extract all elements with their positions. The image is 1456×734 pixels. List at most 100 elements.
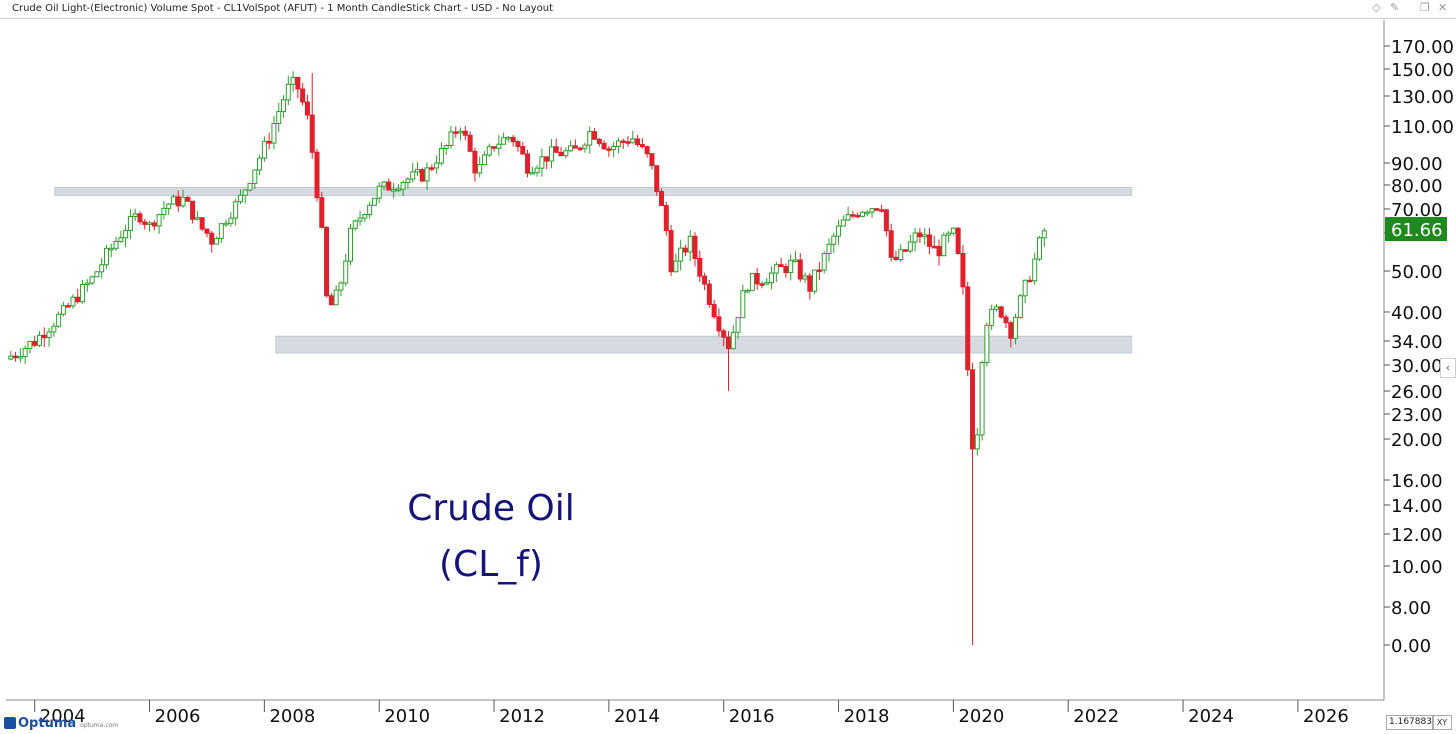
candle-down (721, 330, 727, 338)
time-tick-label: 2010 (384, 706, 430, 727)
price-tick-label: 70.00 (1391, 200, 1443, 221)
candle-up (22, 347, 28, 358)
candle-up (979, 362, 985, 436)
price-tick-label: 80.00 (1391, 176, 1443, 197)
candle-down (654, 165, 660, 192)
candle-up (218, 223, 224, 239)
candle-up (8, 355, 14, 360)
candle-up (687, 235, 693, 253)
candle-up (170, 196, 176, 205)
candle-up (237, 194, 243, 203)
candle-down (462, 130, 468, 136)
candle-up (749, 272, 755, 291)
candle-down (324, 226, 330, 297)
candle-up (1013, 316, 1019, 339)
candle-down (309, 114, 315, 153)
xy-toggle-button[interactable]: XY (1432, 715, 1452, 730)
candle-down (75, 296, 81, 303)
time-tick-label: 2014 (614, 706, 660, 727)
price-band-1 (54, 186, 1132, 196)
candle-down (893, 256, 899, 261)
candle-up (1017, 295, 1023, 318)
candle-up (529, 172, 535, 175)
candle-down (199, 217, 205, 230)
candle-up (898, 249, 904, 261)
time-tick-label: 2022 (1073, 706, 1119, 727)
candle-down (467, 134, 473, 152)
candle-down (697, 257, 703, 277)
candle-up (27, 340, 33, 349)
candle-up (443, 145, 449, 149)
annotation-line-2: (CL_f) (439, 544, 543, 585)
candle-up (907, 241, 913, 252)
candle-down (725, 336, 731, 350)
price-tick-label: 8.00 (1391, 598, 1431, 619)
candle-up (568, 145, 574, 152)
candle-up (376, 185, 382, 199)
candle-up (730, 331, 736, 350)
candle-up (582, 144, 588, 149)
candle-down (175, 196, 181, 207)
candle-up (285, 83, 291, 101)
candle-up (477, 164, 483, 174)
candles-layer (8, 71, 1047, 645)
price-tick-label: 0.00 (1391, 636, 1431, 657)
candle-up (290, 76, 296, 85)
candle-down (32, 340, 38, 346)
optuma-logo: Optuma optuma.com (4, 714, 118, 732)
candle-up (974, 434, 980, 450)
candle-down (706, 283, 712, 305)
price-tick-label: 130.00 (1391, 87, 1454, 108)
candle-up (946, 232, 952, 236)
candle-up (89, 276, 95, 284)
time-tick-label: 2004 (40, 706, 86, 727)
candle-up (941, 234, 947, 257)
candle-up (438, 147, 444, 164)
candle-down (936, 245, 942, 257)
candle-up (103, 247, 109, 266)
window-titlebar: Crude Oil Light-(Electronic) Volume Spot… (0, 0, 1456, 19)
candle-up (161, 207, 167, 216)
candle-down (926, 234, 932, 247)
candle-down (204, 228, 210, 234)
close-icon[interactable]: ✕ (1438, 1, 1448, 14)
time-tick-label: 2012 (499, 706, 545, 727)
candle-down (491, 146, 497, 149)
price-tick-label: 110.00 (1391, 117, 1454, 138)
candle-down (850, 214, 856, 217)
candle-up (812, 269, 818, 292)
candle-up (214, 237, 220, 245)
candle-up (1022, 279, 1028, 297)
candle-up (247, 182, 253, 191)
diamond-icon[interactable]: ◇ (1372, 1, 1381, 14)
price-tick-label: 90.00 (1391, 154, 1443, 175)
pin-icon[interactable]: ✎ (1390, 1, 1400, 14)
candle-down (816, 269, 822, 273)
candle-up (745, 289, 751, 293)
candle-down (620, 140, 626, 144)
candle-down (917, 232, 923, 238)
candle-up (548, 146, 554, 162)
candle-up (845, 214, 851, 221)
collapse-panel-icon[interactable]: ‹ (1440, 358, 1456, 378)
candle-up (36, 334, 42, 346)
candle-up (223, 222, 229, 226)
candle-down (663, 205, 669, 232)
candle-down (572, 145, 578, 149)
time-tick-label: 2016 (729, 706, 775, 727)
candle-up (99, 264, 105, 273)
price-tick-label: 23.00 (1391, 405, 1443, 426)
candle-up (611, 145, 617, 150)
logo-url: optuma.com (80, 721, 119, 729)
time-tick-label: 2006 (155, 706, 201, 727)
candle-up (859, 211, 865, 217)
candle-down (319, 197, 325, 228)
price-tick-label: 30.00 (1391, 356, 1443, 377)
candle-up (534, 167, 540, 174)
zoom-readout: 1.1678832 (1386, 715, 1434, 730)
candle-up (993, 306, 999, 310)
restore-icon[interactable]: ❐ (1420, 1, 1430, 14)
time-tick-label: 2018 (844, 706, 890, 727)
price-tick-label: 26.00 (1391, 382, 1443, 403)
